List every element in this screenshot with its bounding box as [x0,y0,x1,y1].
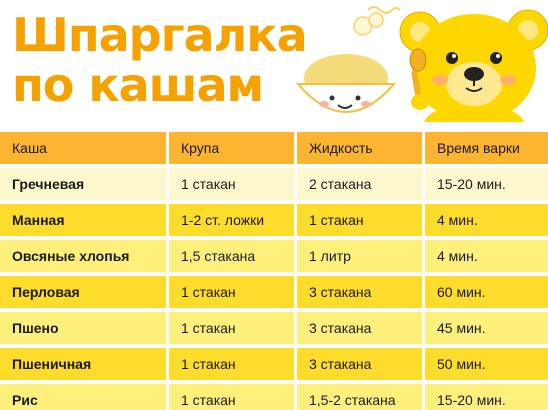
table-row: Пшено 1 стакан 3 стакана 45 мин. [0,312,548,344]
cell-grain: 1 стакан [166,312,294,344]
cell-liquid: 3 стакана [294,348,422,380]
cell-grain: 1 стакан [166,348,294,380]
cell-cooking-time: 4 мин. [422,240,548,272]
cell-grain: 1-2 ст. ложки [166,204,294,236]
header-liquid: Жидкость [294,132,422,164]
header-grain: Крупа [166,132,294,164]
porridge-cheat-sheet-table: Каша Крупа Жидкость Время варки Гречнева… [0,128,548,410]
table-row: Овсяные хлопья 1,5 стакана 1 литр 4 мин. [0,240,548,272]
cell-liquid: 3 стакана [294,276,422,308]
table-row: Пшеничная 1 стакан 3 стакана 50 мин. [0,348,548,380]
cell-cooking-time: 45 мин. [422,312,548,344]
cell-cooking-time: 4 мин. [422,204,548,236]
cell-cooking-time: 50 мин. [422,348,548,380]
bear-porridge-illustration [295,6,548,122]
cell-grain: 1 стакан [166,276,294,308]
cell-porridge: Пшено [0,312,166,344]
table-row: Манная 1-2 ст. ложки 1 стакан 4 мин. [0,204,548,236]
cell-porridge: Перловая [0,276,166,308]
bear-icon [399,9,548,122]
steam-icon [367,6,401,14]
cell-liquid: 3 стакана [294,312,422,344]
table-row: Рис 1 стакан 1,5-2 стакана 15-20 мин. [0,384,548,410]
header-porridge: Каша [0,132,166,164]
cell-grain: 1 стакан [166,168,294,200]
cell-porridge: Гречневая [0,168,166,200]
cell-liquid: 1 литр [294,240,422,272]
header-cooking-time: Время варки [422,132,548,164]
cell-porridge: Рис [0,384,166,410]
table-row: Гречневая 1 стакан 2 стакана 15-20 мин. [0,168,548,200]
cell-porridge: Овсяные хлопья [0,240,166,272]
cell-liquid: 1,5-2 стакана [294,384,422,410]
table-row: Перловая 1 стакан 3 стакана 60 мин. [0,276,548,308]
spoon-icon [409,48,429,110]
table-header-row: Каша Крупа Жидкость Время варки [0,132,548,164]
cell-porridge: Пшеничная [0,348,166,380]
cell-cooking-time: 60 мин. [422,276,548,308]
cell-cooking-time: 15-20 мин. [422,168,548,200]
title-line-1: Шпаргалка [12,8,308,62]
cell-cooking-time: 15-20 мин. [422,384,548,410]
cell-grain: 1 стакан [166,384,294,410]
cell-grain: 1,5 стакана [166,240,294,272]
cell-liquid: 2 стакана [294,168,422,200]
title-line-2: по кашам [12,58,264,112]
cell-porridge: Манная [0,204,166,236]
cell-liquid: 1 стакан [294,204,422,236]
